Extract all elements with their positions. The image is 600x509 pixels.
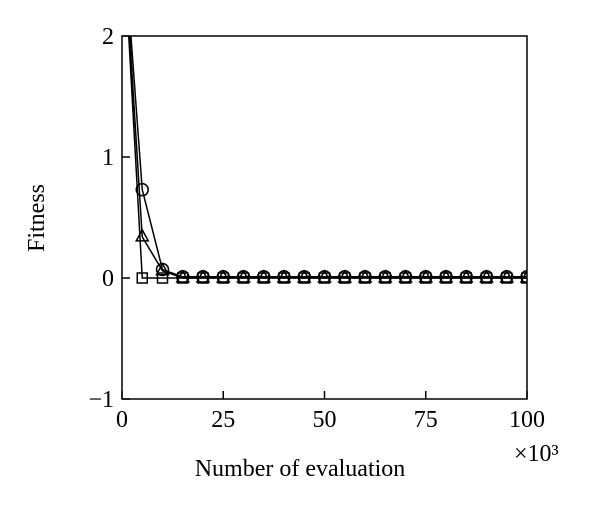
x-tick-label: 100 [509,407,545,433]
x-axis-label: Number of evaluation [195,456,406,482]
x-tick-label: 25 [211,407,235,433]
y-tick-label: 0 [102,266,114,292]
marker [155,262,170,276]
x-tick-label: 75 [414,407,438,433]
series-line [127,36,527,279]
marker [500,270,514,284]
plot-frame [121,35,528,400]
marker [134,228,150,242]
marker [338,270,352,284]
series-line [128,36,527,279]
marker [135,182,149,197]
y-axis-label: Fitness [24,184,50,252]
y-tick-label: 1 [102,145,114,171]
x-tick-label: 0 [116,407,128,433]
marker [459,270,473,284]
marker [479,270,494,284]
marker [358,270,372,284]
y-tick-label: 2 [102,24,114,50]
marker [419,270,433,284]
marker [136,272,148,284]
marker [236,270,251,284]
marker [155,262,170,277]
x-multiplier: ×10³ [514,441,559,467]
marker [277,270,291,284]
plot-area [127,36,527,284]
marker [196,270,210,284]
marker [216,270,230,284]
marker [156,272,169,284]
marker [439,270,453,284]
y-tick-label: −1 [88,387,114,413]
x-tick-label: 50 [313,407,337,433]
marker [297,270,311,284]
marker [398,270,413,284]
marker [520,270,527,284]
marker [176,270,190,284]
marker [257,270,271,284]
marker [317,270,332,284]
marker [378,270,392,284]
series-line [130,36,527,278]
